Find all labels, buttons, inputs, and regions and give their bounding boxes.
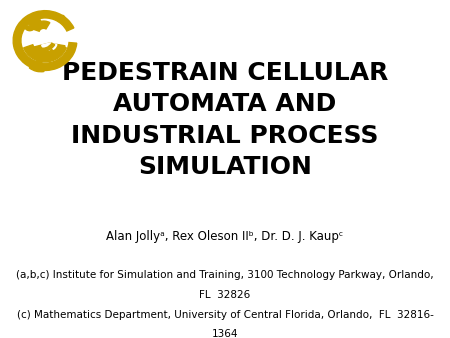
Wedge shape xyxy=(42,43,57,50)
Text: PEDESTRAIN CELLULAR: PEDESTRAIN CELLULAR xyxy=(62,61,388,86)
Text: 1364: 1364 xyxy=(212,329,238,338)
Text: FL  32826: FL 32826 xyxy=(199,290,251,300)
Wedge shape xyxy=(24,45,66,62)
Text: (c) Mathematics Department, University of Central Florida, Orlando,  FL  32816-: (c) Mathematics Department, University o… xyxy=(17,310,433,320)
Wedge shape xyxy=(34,43,65,58)
Text: INDUSTRIAL PROCESS: INDUSTRIAL PROCESS xyxy=(71,123,379,148)
Circle shape xyxy=(60,15,65,20)
Text: Alan Jollyᵃ, Rex Oleson IIᵇ, Dr. D. J. Kaupᶜ: Alan Jollyᵃ, Rex Oleson IIᵇ, Dr. D. J. K… xyxy=(106,230,344,243)
Circle shape xyxy=(28,16,40,28)
Text: AUTOMATA AND: AUTOMATA AND xyxy=(113,92,337,117)
Wedge shape xyxy=(29,64,44,72)
Circle shape xyxy=(28,25,62,56)
Wedge shape xyxy=(37,43,55,51)
Wedge shape xyxy=(32,21,50,31)
Wedge shape xyxy=(25,26,33,31)
Wedge shape xyxy=(37,49,54,56)
Text: SIMULATION: SIMULATION xyxy=(138,154,312,179)
Wedge shape xyxy=(13,11,76,70)
Wedge shape xyxy=(29,60,42,65)
Text: (a,b,c) Institute for Simulation and Training, 3100 Technology Parkway, Orlando,: (a,b,c) Institute for Simulation and Tra… xyxy=(16,270,434,281)
